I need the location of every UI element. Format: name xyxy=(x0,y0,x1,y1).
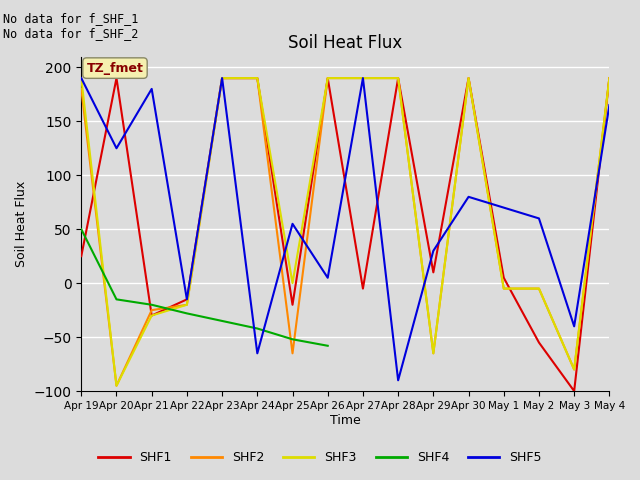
Legend: SHF1, SHF2, SHF3, SHF4, SHF5: SHF1, SHF2, SHF3, SHF4, SHF5 xyxy=(93,446,547,469)
Text: No data for f_SHF_1
No data for f_SHF_2: No data for f_SHF_1 No data for f_SHF_2 xyxy=(3,12,139,40)
Y-axis label: Soil Heat Flux: Soil Heat Flux xyxy=(15,180,28,267)
Title: Soil Heat Flux: Soil Heat Flux xyxy=(288,34,403,52)
X-axis label: Time: Time xyxy=(330,414,361,427)
Text: TZ_fmet: TZ_fmet xyxy=(86,61,143,74)
